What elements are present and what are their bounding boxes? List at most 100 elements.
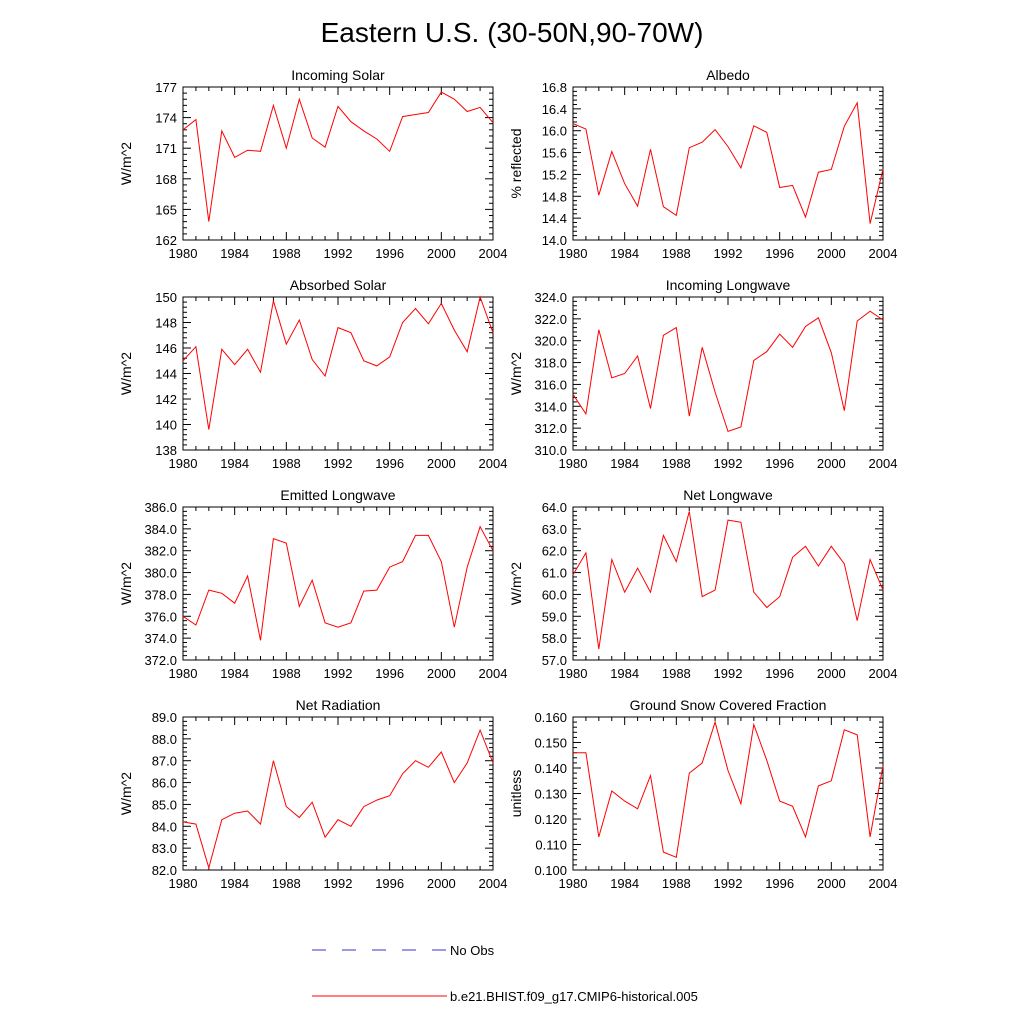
x-tick-label: 1992: [714, 876, 743, 891]
y-tick-label: 83.0: [152, 841, 177, 856]
y-tick-label: 16.0: [542, 124, 567, 139]
x-tick-label: 2004: [479, 666, 508, 681]
figure-title: Eastern U.S. (30-50N,90-70W): [321, 17, 704, 48]
y-tick-label: 58.0: [542, 631, 567, 646]
y-tick-label: 0.120: [534, 812, 567, 827]
y-axis-label: W/m^2: [118, 772, 134, 815]
y-axis-label: W/m^2: [118, 352, 134, 395]
y-tick-label: 0.150: [534, 736, 567, 751]
x-tick-label: 1988: [662, 246, 691, 261]
x-tick-label: 2000: [427, 876, 456, 891]
x-tick-label: 1996: [765, 666, 794, 681]
y-tick-label: 0.130: [534, 787, 567, 802]
y-tick-label: 14.8: [542, 189, 567, 204]
y-tick-label: 0.110: [535, 838, 567, 853]
series-line-1: [182, 525, 494, 641]
x-tick-label: 1996: [375, 456, 404, 471]
chart-panel-6: Net Longwave W/m^2 1980 1984 1988 1992 1996 200…: [508, 487, 897, 681]
x-tick-label: 2004: [479, 876, 508, 891]
chart-panel-1: Incoming Solar W/m^2 1980 1984 1988 1992 1996 2…: [118, 67, 507, 261]
y-tick-label: 140: [155, 418, 177, 433]
x-tick-label: 1996: [375, 666, 404, 681]
x-tick-label: 1984: [220, 666, 249, 681]
x-tick-label: 1988: [272, 456, 301, 471]
chart-panel-5: Emitted Longwave W/m^2 1980 1984 1988 1992 199…: [118, 487, 507, 681]
y-tick-label: 0.100: [534, 863, 567, 878]
y-tick-label: 82.0: [152, 863, 177, 878]
x-tick-label: 1984: [220, 456, 249, 471]
y-tick-label: 84.0: [152, 819, 177, 834]
plot-frame: [572, 86, 884, 241]
y-tick-label: 312.0: [534, 421, 567, 436]
y-tick-label: 144: [155, 367, 177, 382]
x-tick-label: 2000: [427, 246, 456, 261]
x-tick-label: 1996: [375, 246, 404, 261]
x-tick-label: 1992: [714, 456, 743, 471]
plot-frame: [572, 506, 884, 661]
x-tick-label: 1996: [765, 876, 794, 891]
y-tick-label: 316.0: [534, 377, 567, 392]
y-tick-label: 376.0: [144, 609, 177, 624]
y-axis-label: W/m^2: [508, 562, 524, 605]
x-tick-label: 1992: [324, 876, 353, 891]
series-line-1: [572, 101, 884, 224]
y-tick-label: 59.0: [542, 609, 567, 624]
y-tick-label: 374.0: [144, 631, 177, 646]
y-tick-label: 0.160: [534, 710, 567, 725]
plot-frame: [572, 296, 884, 451]
plot-frame: [182, 506, 494, 661]
y-axis-label: W/m^2: [508, 352, 524, 395]
y-tick-label: 324.0: [534, 290, 567, 305]
y-tick-label: 62.0: [542, 544, 567, 559]
x-tick-label: 2004: [869, 456, 898, 471]
y-tick-label: 310.0: [534, 443, 567, 458]
x-tick-label: 1980: [169, 666, 198, 681]
x-tick-label: 1984: [610, 666, 639, 681]
y-tick-label: 15.2: [542, 167, 567, 182]
x-tick-label: 1980: [559, 456, 588, 471]
x-tick-label: 1988: [662, 456, 691, 471]
x-tick-label: 1992: [324, 666, 353, 681]
y-tick-label: 382.0: [144, 544, 177, 559]
x-tick-label: 1984: [220, 246, 249, 261]
panel-title: Emitted Longwave: [280, 487, 395, 503]
y-tick-label: 320.0: [534, 334, 567, 349]
series-line-1: [182, 728, 494, 870]
y-tick-label: 138: [155, 443, 177, 458]
y-tick-label: 87.0: [152, 754, 177, 769]
x-tick-label: 1988: [662, 666, 691, 681]
y-tick-label: 89.0: [152, 710, 177, 725]
x-tick-label: 1992: [324, 456, 353, 471]
panel-title: Net Longwave: [683, 487, 773, 503]
y-axis-label: % reflected: [508, 128, 524, 198]
x-tick-label: 1988: [272, 246, 301, 261]
y-tick-label: 146: [155, 341, 177, 356]
x-tick-label: 1980: [169, 246, 198, 261]
y-tick-label: 88.0: [152, 732, 177, 747]
panels-group: Incoming Solar W/m^2 1980 1984 1988 1992 1996 2…: [118, 67, 897, 891]
x-tick-label: 1980: [559, 666, 588, 681]
y-tick-label: 322.0: [534, 312, 567, 327]
y-tick-label: 148: [155, 316, 177, 331]
chart-panel-3: Absorbed Solar W/m^2 1980 1984 1988 1992 1996 2…: [118, 277, 507, 471]
plot-frame: [572, 716, 884, 871]
y-tick-label: 64.0: [542, 500, 567, 515]
x-tick-label: 1996: [765, 456, 794, 471]
plot-frame: [182, 296, 494, 451]
y-tick-label: 168: [155, 172, 177, 187]
x-tick-label: 1996: [375, 876, 404, 891]
legend-model-label: b.e21.BHIST.f09_g17.CMIP6-historical.005: [450, 989, 698, 1004]
y-tick-label: 177: [155, 80, 177, 95]
x-tick-label: 1980: [559, 246, 588, 261]
chart-panel-4: Incoming Longwave W/m^2 1980 1984 1988 1992 19…: [508, 277, 897, 471]
panel-title: Albedo: [706, 67, 750, 83]
panel-title: Incoming Solar: [291, 67, 385, 83]
panel-title: Net Radiation: [296, 697, 381, 713]
panel-title: Ground Snow Covered Fraction: [630, 697, 827, 713]
x-tick-label: 2000: [817, 456, 846, 471]
plot-frame: [182, 86, 494, 241]
y-tick-label: 57.0: [542, 653, 567, 668]
y-tick-label: 142: [155, 392, 177, 407]
x-tick-label: 2000: [817, 246, 846, 261]
